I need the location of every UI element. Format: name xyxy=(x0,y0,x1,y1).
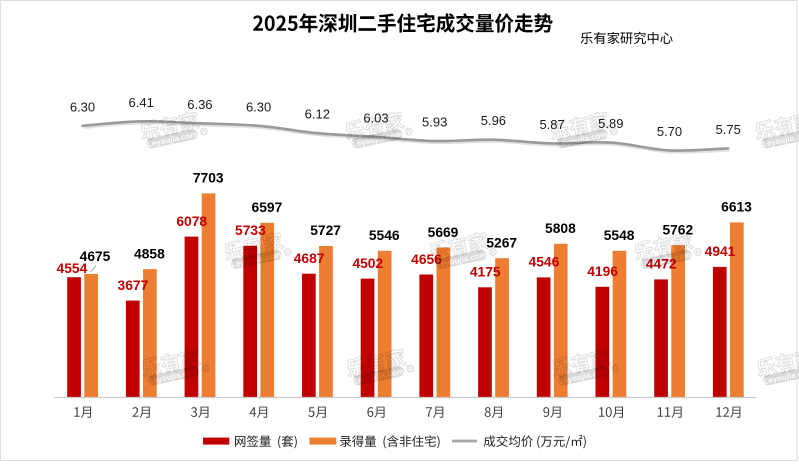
svg-text:4502: 4502 xyxy=(352,256,383,271)
svg-text:6078: 6078 xyxy=(176,214,207,229)
svg-text:6.30: 6.30 xyxy=(70,99,95,114)
svg-text:6.30: 6.30 xyxy=(246,99,271,114)
svg-text:6597: 6597 xyxy=(252,200,283,215)
svg-text:5267: 5267 xyxy=(486,236,517,251)
svg-text:4858: 4858 xyxy=(134,246,165,261)
svg-text:5.89: 5.89 xyxy=(598,116,623,131)
svg-text:4196: 4196 xyxy=(587,264,618,279)
svg-text:5.96: 5.96 xyxy=(481,113,506,128)
svg-text:5669: 5669 xyxy=(428,225,459,240)
svg-text:5546: 5546 xyxy=(369,228,400,243)
svg-text:4675: 4675 xyxy=(80,249,111,264)
svg-text:5727: 5727 xyxy=(310,223,341,238)
svg-text:5.75: 5.75 xyxy=(716,122,741,137)
svg-text:6.12: 6.12 xyxy=(305,107,330,122)
svg-text:4554: 4554 xyxy=(57,261,88,276)
svg-text:4941: 4941 xyxy=(705,244,736,259)
svg-text:3677: 3677 xyxy=(118,278,149,293)
svg-text:7703: 7703 xyxy=(193,171,224,186)
svg-text:4546: 4546 xyxy=(529,255,560,270)
svg-text:5.70: 5.70 xyxy=(657,124,682,139)
svg-text:5548: 5548 xyxy=(604,228,635,243)
svg-text:4687: 4687 xyxy=(294,251,325,266)
svg-text:4656: 4656 xyxy=(411,252,442,267)
svg-text:5733: 5733 xyxy=(235,223,266,238)
svg-text:5.93: 5.93 xyxy=(422,115,447,130)
svg-text:4175: 4175 xyxy=(470,265,501,280)
svg-text:5808: 5808 xyxy=(545,221,576,236)
svg-text:6.41: 6.41 xyxy=(129,95,154,110)
svg-text:6.36: 6.36 xyxy=(187,97,212,112)
svg-text:6613: 6613 xyxy=(721,200,752,215)
